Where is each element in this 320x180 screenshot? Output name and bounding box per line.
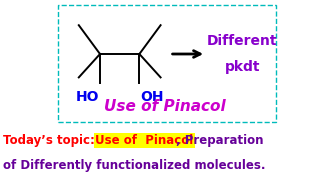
Text: Today’s topic:: Today’s topic: bbox=[3, 134, 99, 147]
Text: , Preparation: , Preparation bbox=[176, 134, 263, 147]
Text: Use of Pinacol: Use of Pinacol bbox=[104, 99, 226, 114]
Text: pkdt: pkdt bbox=[225, 60, 260, 74]
Text: of Differently functionalized molecules.: of Differently functionalized molecules. bbox=[3, 159, 266, 172]
Text: HO: HO bbox=[76, 90, 100, 104]
Text: OH: OH bbox=[140, 90, 163, 104]
Bar bbox=[58, 5, 276, 122]
Text: Use of  Pinacol: Use of Pinacol bbox=[95, 134, 194, 147]
Text: Different: Different bbox=[207, 34, 278, 48]
